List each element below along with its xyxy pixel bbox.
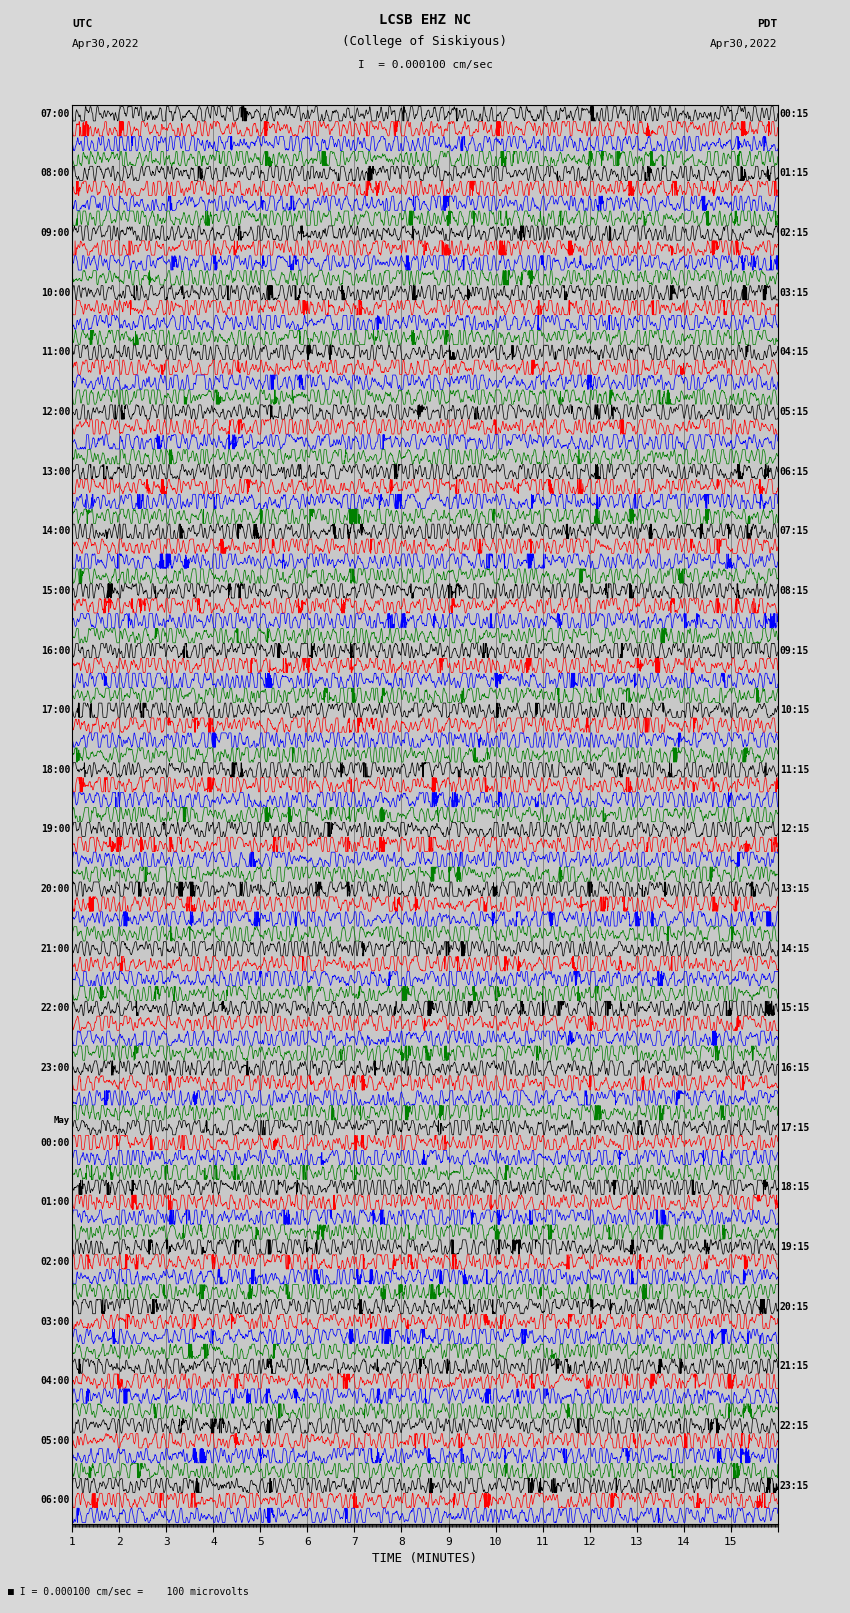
Text: 07:15: 07:15 [779, 526, 809, 536]
Text: 08:00: 08:00 [41, 168, 71, 179]
Text: 00:15: 00:15 [779, 108, 809, 119]
Text: 09:00: 09:00 [41, 227, 71, 239]
Text: 13:15: 13:15 [779, 884, 809, 894]
Text: 06:15: 06:15 [779, 466, 809, 476]
Text: 02:00: 02:00 [41, 1257, 71, 1266]
Text: ■ I = 0.000100 cm/sec =    100 microvolts: ■ I = 0.000100 cm/sec = 100 microvolts [8, 1587, 249, 1597]
Text: 10:15: 10:15 [779, 705, 809, 715]
Text: 19:15: 19:15 [779, 1242, 809, 1252]
Text: LCSB EHZ NC: LCSB EHZ NC [379, 13, 471, 27]
Text: I  = 0.000100 cm/sec: I = 0.000100 cm/sec [358, 60, 492, 69]
Text: Apr30,2022: Apr30,2022 [711, 39, 778, 48]
Text: 01:15: 01:15 [779, 168, 809, 179]
X-axis label: TIME (MINUTES): TIME (MINUTES) [372, 1552, 478, 1565]
Text: 17:15: 17:15 [779, 1123, 809, 1132]
Text: 22:15: 22:15 [779, 1421, 809, 1431]
Text: 00:00: 00:00 [41, 1137, 71, 1147]
Text: 11:15: 11:15 [779, 765, 809, 774]
Text: 03:15: 03:15 [779, 287, 809, 298]
Text: 05:00: 05:00 [41, 1436, 71, 1445]
Text: 11:00: 11:00 [41, 347, 71, 358]
Text: 16:15: 16:15 [779, 1063, 809, 1073]
Text: 05:15: 05:15 [779, 406, 809, 418]
Text: 14:15: 14:15 [779, 944, 809, 953]
Text: 17:00: 17:00 [41, 705, 71, 715]
Text: PDT: PDT [757, 19, 778, 29]
Text: 04:15: 04:15 [779, 347, 809, 358]
Text: 15:15: 15:15 [779, 1003, 809, 1013]
Text: 06:00: 06:00 [41, 1495, 71, 1505]
Text: 19:00: 19:00 [41, 824, 71, 834]
Text: 07:00: 07:00 [41, 108, 71, 119]
Text: 01:00: 01:00 [41, 1197, 71, 1207]
Text: 13:00: 13:00 [41, 466, 71, 476]
Text: 12:00: 12:00 [41, 406, 71, 418]
Text: 12:15: 12:15 [779, 824, 809, 834]
Text: 23:15: 23:15 [779, 1481, 809, 1490]
Text: 10:00: 10:00 [41, 287, 71, 298]
Text: 15:00: 15:00 [41, 586, 71, 595]
Text: 08:15: 08:15 [779, 586, 809, 595]
Text: 03:00: 03:00 [41, 1316, 71, 1326]
Text: 09:15: 09:15 [779, 645, 809, 655]
Text: 20:00: 20:00 [41, 884, 71, 894]
Text: Apr30,2022: Apr30,2022 [72, 39, 139, 48]
Text: 16:00: 16:00 [41, 645, 71, 655]
Text: 18:15: 18:15 [779, 1182, 809, 1192]
Text: 18:00: 18:00 [41, 765, 71, 774]
Text: 23:00: 23:00 [41, 1063, 71, 1073]
Text: 21:15: 21:15 [779, 1361, 809, 1371]
Text: 02:15: 02:15 [779, 227, 809, 239]
Text: 04:00: 04:00 [41, 1376, 71, 1386]
Text: 20:15: 20:15 [779, 1302, 809, 1311]
Text: 21:00: 21:00 [41, 944, 71, 953]
Text: 14:00: 14:00 [41, 526, 71, 536]
Text: May: May [54, 1116, 71, 1124]
Text: 22:00: 22:00 [41, 1003, 71, 1013]
Text: (College of Siskiyous): (College of Siskiyous) [343, 35, 507, 48]
Text: UTC: UTC [72, 19, 93, 29]
